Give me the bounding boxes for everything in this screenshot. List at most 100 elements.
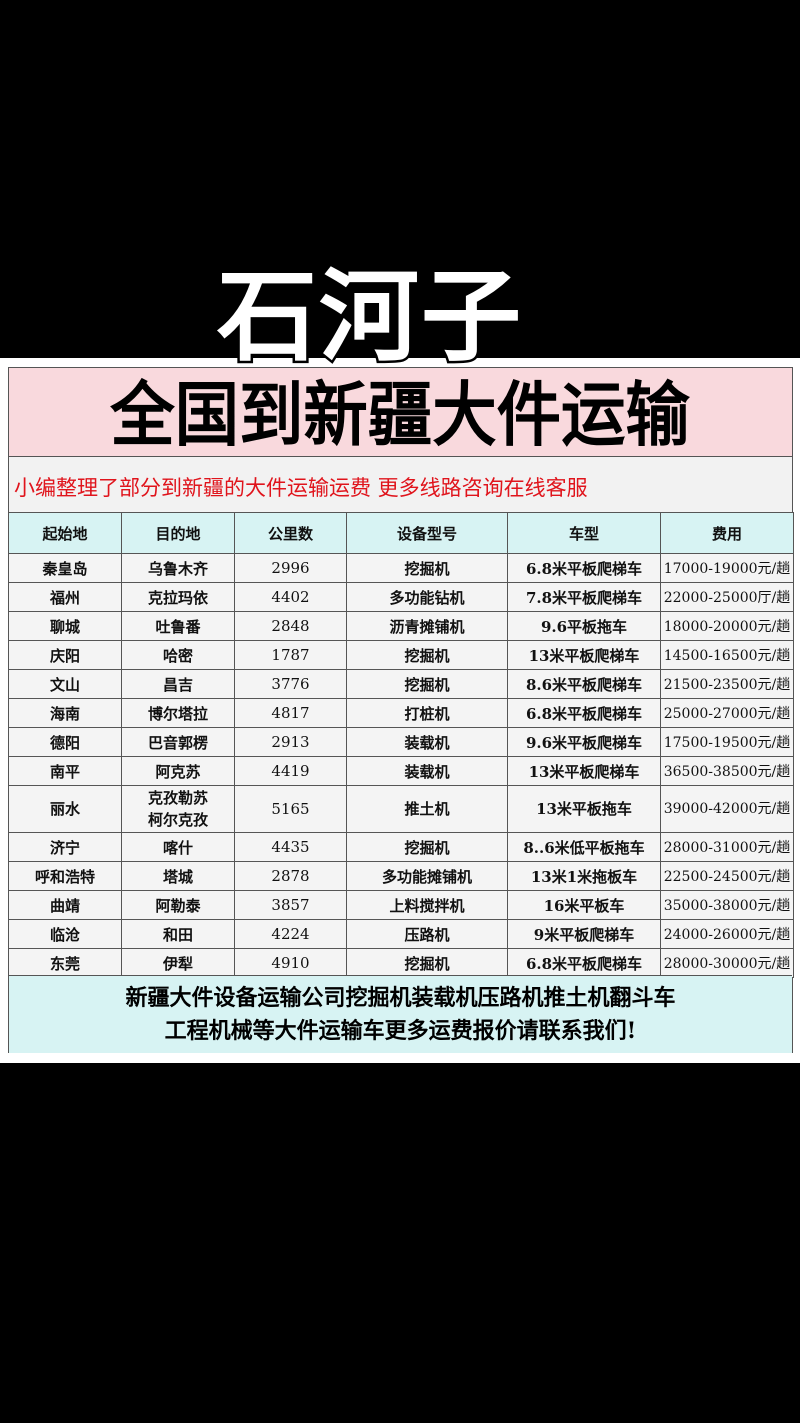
vehicle-cell: 9.6米平板爬梯车 [507,727,661,757]
column-header: 目的地 [121,512,235,554]
fee-cell: 39000-42000元/趟 [660,785,794,833]
distance-cell: 4910 [234,948,347,978]
fee-cell: 28000-30000元/趟 [660,948,794,978]
fee-cell: 18000-20000元/趟 [660,611,794,641]
column-header: 车型 [507,512,661,554]
distance-cell: 4402 [234,582,347,612]
destination-cell: 和田 [121,919,235,949]
distance-cell: 2996 [234,553,347,583]
title-banner [9,368,792,457]
equipment-cell: 挖掘机 [346,553,508,583]
vehicle-cell: 13米1米拖板车 [507,861,661,891]
fee-cell: 22000-25000厅/趟 [660,582,794,612]
equipment-cell: 沥青摊铺机 [346,611,508,641]
distance-cell: 2848 [234,611,347,641]
vehicle-cell: 13米平板爬梯车 [507,756,661,786]
equipment-cell: 上料搅拌机 [346,890,508,920]
fee-cell: 21500-23500元/趟 [660,669,794,699]
table-row: 临沧 和田 4224 压路机 9米平板爬梯车 24000-26000元/趟 [8,919,794,949]
column-header: 起始地 [8,512,122,554]
destination-cell: 伊犁 [121,948,235,978]
table-row: 丽水 克孜勒苏 柯尔克孜 5165 推土机 13米平板拖车 39000-42000元/趟 [8,785,794,833]
distance-cell: 4224 [234,919,347,949]
distance-cell: 4817 [234,698,347,728]
destination-cell: 喀什 [121,832,235,862]
distance-cell: 5165 [234,785,347,833]
fee-cell: 22500-24500元/趟 [660,861,794,891]
equipment-cell: 挖掘机 [346,832,508,862]
distance-cell: 4419 [234,756,347,786]
vehicle-cell: 13米平板爬梯车 [507,640,661,670]
destination-cell: 巴音郭楞 [121,727,235,757]
overlay-title: 石河子 [215,258,524,375]
destination-cell: 乌鲁木齐 [121,553,235,583]
distance-cell: 1787 [234,640,347,670]
equipment-cell: 装载机 [346,727,508,757]
equipment-cell: 装载机 [346,756,508,786]
fee-cell: 17000-19000元/趟 [660,553,794,583]
fee-cell: 36500-38500元/趟 [660,756,794,786]
origin-cell: 丽水 [8,785,122,833]
vehicle-cell: 9米平板爬梯车 [507,919,661,949]
table-row: 秦皇岛 乌鲁木齐 2996 挖掘机 6.8米平板爬梯车 17000-19000元/趟 [8,553,794,583]
equipment-cell: 挖掘机 [346,948,508,978]
origin-cell: 聊城 [8,611,122,641]
equipment-cell: 打桩机 [346,698,508,728]
vehicle-cell: 9.6平板拖车 [507,611,661,641]
origin-cell: 秦皇岛 [8,553,122,583]
destination-cell: 克孜勒苏 柯尔克孜 [121,785,235,833]
vehicle-cell: 8..6米低平板拖车 [507,832,661,862]
equipment-cell: 压路机 [346,919,508,949]
column-header: 设备型号 [346,512,508,554]
equipment-cell: 多功能摊铺机 [346,861,508,891]
footer-line-1: 新疆大件设备运输公司挖掘机装载机压路机推土机翻斗车 [125,985,676,1011]
vehicle-cell: 13米平板拖车 [507,785,661,833]
origin-cell: 临沧 [8,919,122,949]
fee-cell: 17500-19500元/趟 [660,727,794,757]
origin-cell: 曲靖 [8,890,122,920]
price-table: 起始地 目的地 公里数 设备型号 车型 费用 秦皇岛 乌鲁木齐 2996 挖掘机 6.8米平板爬梯… [8,512,794,978]
page-title: 全国到新疆大件运输 [110,374,690,456]
table-row: 海南 博尔塔拉 4817 打桩机 6.8米平板爬梯车 25000-27000元/趟 [8,698,794,728]
vehicle-cell: 7.8米平板爬梯车 [507,582,661,612]
table-row: 庆阳 哈密 1787 挖掘机 13米平板爬梯车 14500-16500元/趟 [8,640,794,670]
destination-cell: 克拉玛依 [121,582,235,612]
origin-cell: 福州 [8,582,122,612]
table-row: 南平 阿克苏 4419 装载机 13米平板爬梯车 36500-38500元/趟 [8,756,794,786]
equipment-cell: 挖掘机 [346,640,508,670]
equipment-cell: 挖掘机 [346,669,508,699]
distance-cell: 2878 [234,861,347,891]
origin-cell: 呼和浩特 [8,861,122,891]
distance-cell: 2913 [234,727,347,757]
distance-cell: 3776 [234,669,347,699]
destination-cell: 塔城 [121,861,235,891]
footer-line-2: 工程机械等大件运输车更多运费报价请联系我们! [164,1018,637,1044]
column-header: 费用 [660,512,794,554]
destination-cell: 昌吉 [121,669,235,699]
table-row: 福州 克拉玛依 4402 多功能钻机 7.8米平板爬梯车 22000-25000厅/趟 [8,582,794,612]
vehicle-cell: 6.8米平板爬梯车 [507,698,661,728]
origin-cell: 德阳 [8,727,122,757]
distance-cell: 3857 [234,890,347,920]
vehicle-cell: 6.8米平板爬梯车 [507,553,661,583]
vehicle-cell: 8.6米平板爬梯车 [507,669,661,699]
table-row: 呼和浩特 塔城 2878 多功能摊铺机 13米1米拖板车 22500-24500元/趟 [8,861,794,891]
origin-cell: 济宁 [8,832,122,862]
fee-cell: 25000-27000元/趟 [660,698,794,728]
table-header-row: 起始地 目的地 公里数 设备型号 车型 费用 [8,512,794,554]
origin-cell: 庆阳 [8,640,122,670]
origin-cell: 文山 [8,669,122,699]
destination-cell: 阿勒泰 [121,890,235,920]
fee-cell: 14500-16500元/趟 [660,640,794,670]
table-row: 德阳 巴音郭楞 2913 装载机 9.6米平板爬梯车 17500-19500元/趟 [8,727,794,757]
distance-cell: 4435 [234,832,347,862]
table-row: 文山 昌吉 3776 挖掘机 8.6米平板爬梯车 21500-23500元/趟 [8,669,794,699]
table-row: 聊城 吐鲁番 2848 沥青摊铺机 9.6平板拖车 18000-20000元/趟 [8,611,794,641]
equipment-cell: 推土机 [346,785,508,833]
destination-cell: 阿克苏 [121,756,235,786]
vehicle-cell: 6.8米平板爬梯车 [507,948,661,978]
origin-cell: 东莞 [8,948,122,978]
table-row: 济宁 喀什 4435 挖掘机 8..6米低平板拖车 28000-31000元/趟 [8,832,794,862]
footer-banner: 新疆大件设备运输公司挖掘机装载机压路机推土机翻斗车 工程机械等大件运输车更多运费… [9,975,792,1053]
vehicle-cell: 16米平板车 [507,890,661,920]
